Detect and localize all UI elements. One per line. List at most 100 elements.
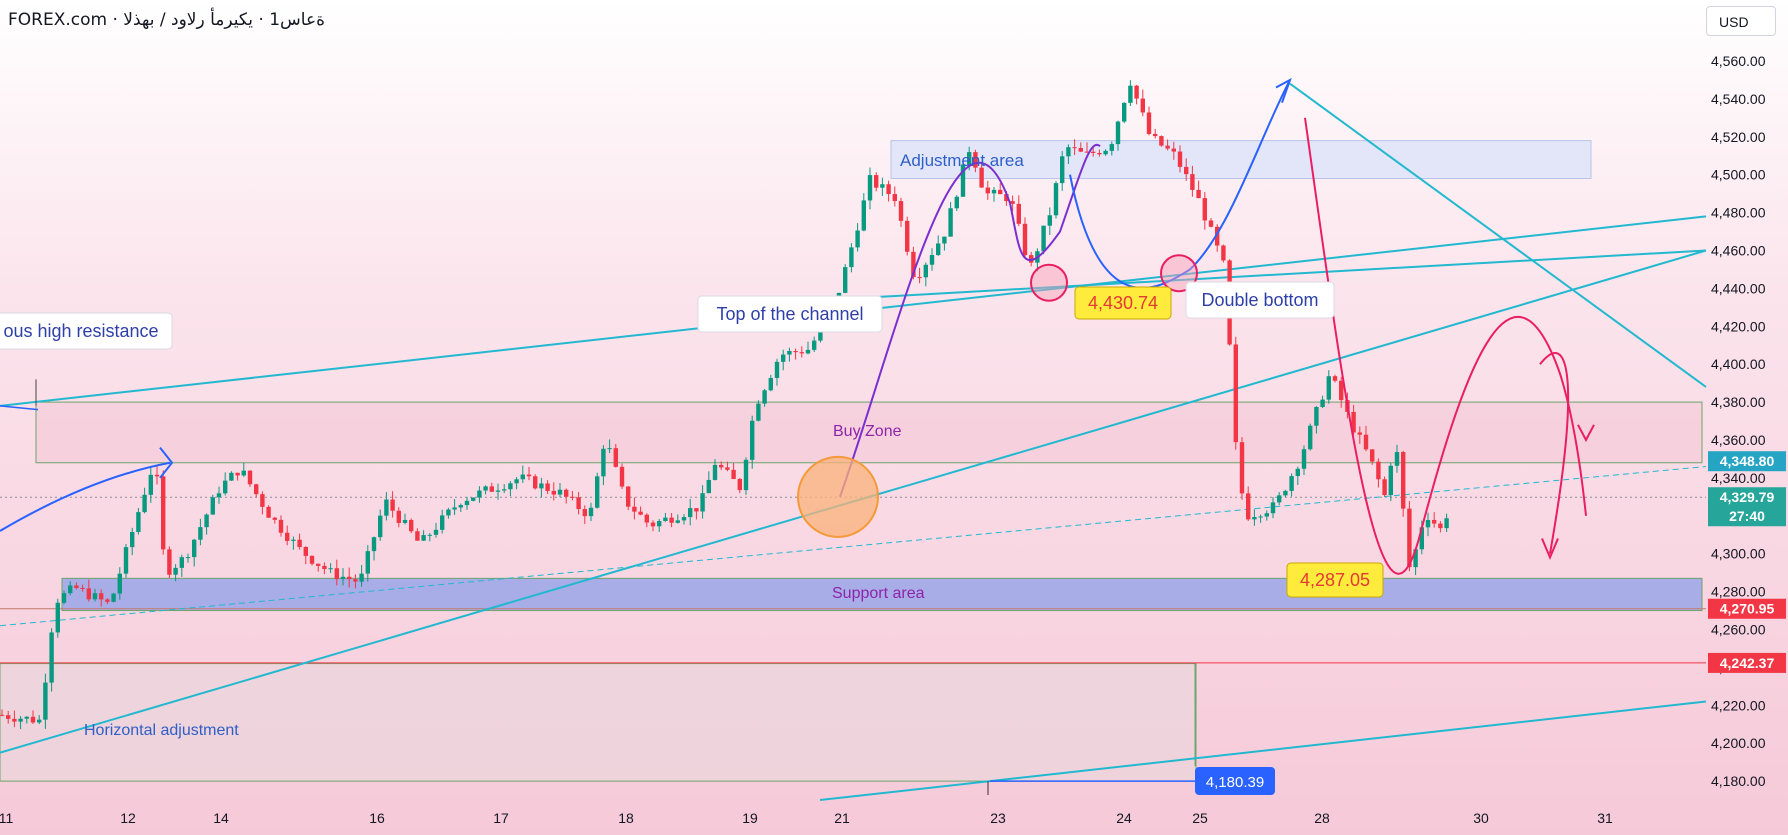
candle-body	[1258, 516, 1263, 518]
candle-body	[55, 602, 60, 633]
y-tick-label: 4,260.00	[1711, 622, 1766, 638]
candle-body	[1196, 189, 1201, 199]
candle-body	[340, 576, 346, 580]
double-bottom-label-box	[1185, 281, 1335, 319]
candle-body	[787, 350, 792, 355]
previous-high-resistance-label-box	[0, 312, 173, 350]
candle-body	[657, 520, 662, 527]
candle-body	[681, 517, 687, 521]
lower-channel-line	[819, 700, 1707, 802]
candle-body	[1277, 495, 1282, 503]
candle-body	[923, 264, 928, 278]
candle-body	[929, 255, 935, 265]
candle-body	[464, 500, 470, 506]
double-bottom-label: Double bottom	[1185, 281, 1335, 319]
blue-path-arrowhead	[1275, 77, 1292, 104]
candle-body	[359, 573, 364, 582]
candle-body	[892, 194, 897, 202]
candle-body	[148, 474, 153, 495]
candle-body	[241, 470, 246, 476]
candle-body	[136, 512, 141, 532]
y-tick-label: 4,360.00	[1711, 432, 1766, 448]
descending-trend-line	[1289, 82, 1707, 388]
candle-body	[86, 588, 91, 600]
candle-body	[1010, 201, 1015, 204]
candle-body	[1146, 112, 1152, 134]
candle-body	[508, 483, 513, 490]
candle-body	[905, 220, 910, 252]
candle-body	[1419, 527, 1424, 550]
candle-body	[954, 196, 959, 209]
x-tick-label: 17	[493, 810, 509, 826]
candle-body	[1301, 449, 1307, 469]
candle-body	[1444, 518, 1449, 529]
candle-body	[694, 508, 699, 512]
price-label-text: 27:40	[1729, 508, 1765, 524]
candle-body	[130, 531, 135, 548]
candle-body	[1078, 147, 1083, 152]
candle-body	[719, 464, 724, 468]
candle-body	[24, 716, 29, 719]
candle-body	[1097, 152, 1102, 155]
candle-body	[421, 535, 426, 541]
candle-body	[446, 509, 451, 516]
candle-body	[1332, 376, 1338, 381]
candle-body	[123, 547, 129, 574]
currency-button[interactable]: USD	[1706, 6, 1776, 36]
candle-body	[644, 514, 649, 523]
bottom-circle-left	[1030, 263, 1068, 302]
candle-body	[849, 247, 854, 268]
candle-body	[1221, 245, 1226, 261]
double-bottom-label-text: Double bottom	[1201, 290, 1318, 310]
candle-body	[458, 505, 463, 508]
candle-body	[626, 486, 631, 507]
candle-body	[743, 459, 749, 491]
candle-body	[607, 448, 612, 450]
candle-body	[303, 546, 308, 556]
candle-body	[266, 506, 271, 518]
candle-body	[564, 489, 569, 497]
candle-body	[595, 476, 600, 508]
candle-body	[12, 718, 17, 722]
candle-body	[1376, 461, 1381, 480]
buy-zone-label: Buy Zone	[833, 423, 902, 440]
candle-body	[1047, 215, 1052, 226]
y-tick-label: 4,420.00	[1711, 318, 1766, 334]
candle-body	[477, 490, 482, 498]
price-marker-4287-box	[1286, 562, 1384, 598]
candle-body	[489, 486, 494, 492]
price-label-box	[1708, 652, 1786, 673]
y-tick-label: 4,280.00	[1711, 584, 1766, 600]
x-tick-label: 30	[1473, 810, 1489, 826]
candle-body	[1091, 151, 1096, 153]
blue-arrow-head	[159, 446, 174, 479]
candle-body	[514, 479, 519, 484]
candle-body	[502, 489, 507, 491]
candle-body	[6, 715, 11, 719]
candle-body	[1320, 399, 1325, 407]
candle-body	[632, 506, 637, 512]
candle-body	[700, 493, 705, 512]
candle-body	[185, 557, 191, 559]
blue-arrow-curve	[0, 461, 171, 532]
candle-body	[1289, 476, 1294, 491]
candle-body	[1326, 376, 1331, 400]
candle-body	[1233, 344, 1238, 443]
candle-body	[861, 200, 866, 231]
y-tick-label: 4,200.00	[1711, 735, 1766, 751]
candle-body	[942, 236, 947, 244]
y-tick-label: 4,500.00	[1711, 167, 1766, 183]
candle-body	[1432, 519, 1437, 524]
price-marker-4180: 4,180.39	[1195, 767, 1275, 795]
candle-body	[539, 483, 544, 489]
price-label-box	[1708, 487, 1786, 508]
candle-body	[1128, 85, 1133, 103]
candle-body	[1066, 147, 1071, 157]
top-of-channel-label-box	[697, 295, 883, 333]
previous-high-resistance-label-text: ous high resistance	[3, 321, 158, 341]
candle-body	[396, 510, 401, 523]
candle-body	[1084, 151, 1090, 153]
candle-body	[960, 164, 966, 197]
horizontal-adjustment-label: Horizontal adjustment	[84, 722, 239, 739]
